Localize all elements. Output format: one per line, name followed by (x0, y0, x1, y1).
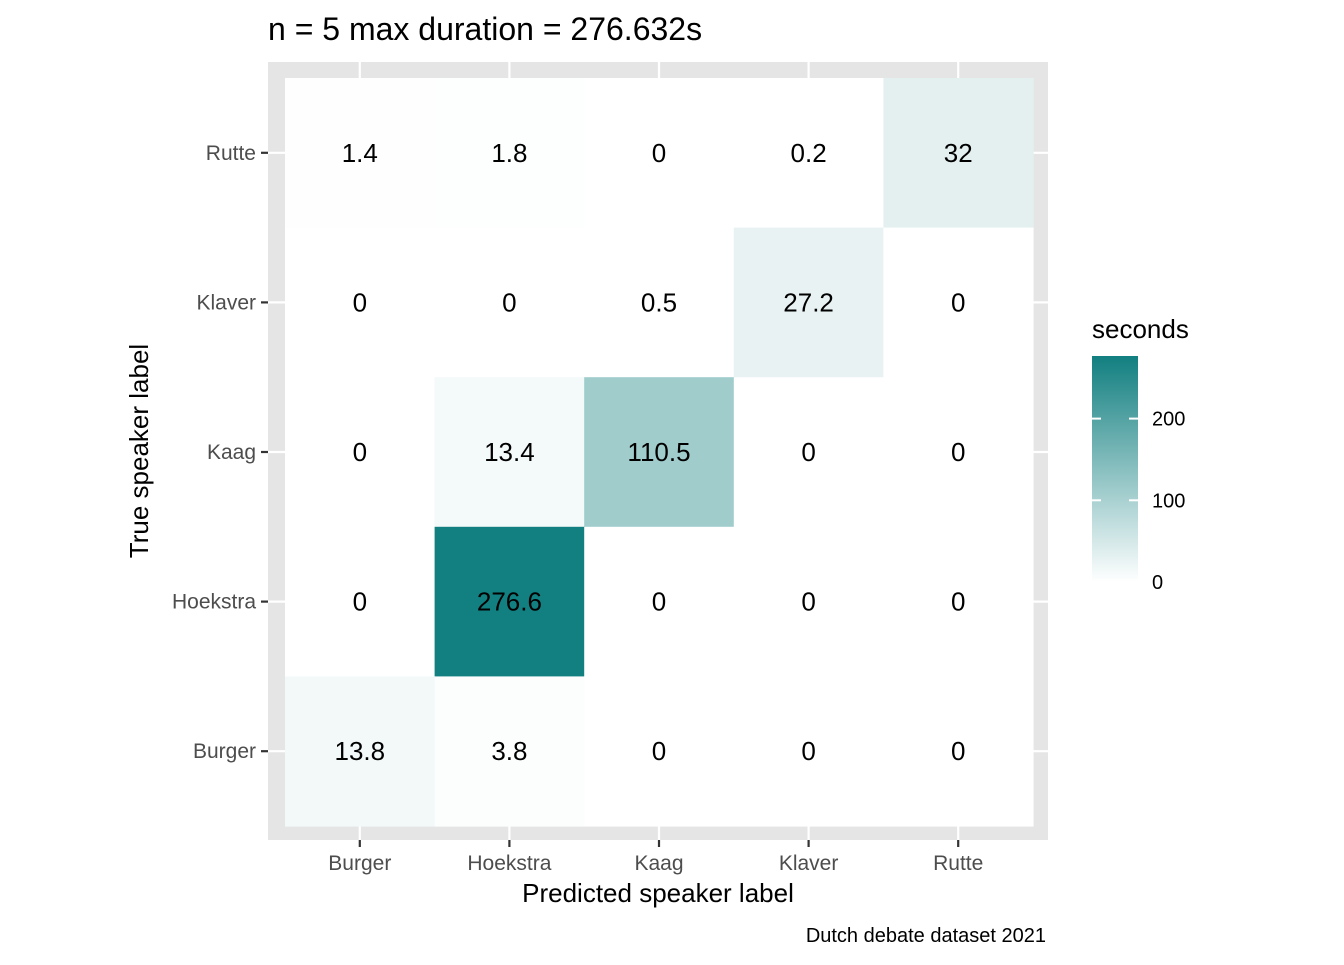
cell-value-label: 1.4 (342, 138, 378, 168)
legend-colorbar (1092, 356, 1138, 582)
heatmap-cell (584, 526, 735, 677)
cell-value-label: 0 (801, 437, 815, 467)
x-axis-title: Predicted speaker label (522, 878, 794, 908)
cell-value-label: 3.8 (491, 736, 527, 766)
chart-caption: Dutch debate dataset 2021 (806, 925, 1046, 947)
heatmap-cell (733, 526, 884, 677)
cell-value-label: 0.5 (641, 287, 677, 317)
cell-value-label: 276.6 (477, 587, 542, 617)
cell-value-label: 0 (801, 587, 815, 617)
heatmap-cell (584, 227, 735, 378)
heatmap-cell (883, 227, 1034, 378)
cell-value-label: 0 (951, 587, 965, 617)
x-tick-label: Burger (328, 852, 391, 875)
cell-value-label: 0.2 (791, 138, 827, 168)
cell-value-label: 13.8 (334, 736, 385, 766)
cell-value-label: 0 (353, 437, 367, 467)
heatmap-cell (285, 227, 436, 378)
legend-tick-label: 200 (1152, 409, 1185, 431)
heatmap-cell (434, 78, 585, 229)
y-tick-label: Hoekstra (172, 591, 256, 614)
legend-tick-label: 0 (1152, 572, 1163, 594)
y-tick-label: Kaag (207, 441, 256, 464)
cell-value-label: 0 (951, 437, 965, 467)
heatmap-cell (883, 78, 1034, 229)
heatmap-cell (883, 676, 1034, 827)
heatmap-cell (285, 676, 436, 827)
x-tick-label: Kaag (634, 852, 683, 875)
heatmap-cell (285, 377, 436, 528)
cell-value-label: 27.2 (783, 287, 834, 317)
heatmap-cell (733, 676, 884, 827)
axes: Burger Hoekstra Kaag Klaver Rutte Burger Hoeks… (172, 142, 983, 875)
heatmap-cell (733, 377, 884, 528)
x-tick-label: Klaver (779, 852, 839, 875)
x-tick-label: Rutte (933, 852, 983, 875)
heatmap-cell (733, 78, 884, 229)
legend-tick-label: 100 (1152, 490, 1185, 512)
heatmap-cell (434, 227, 585, 378)
legend-title: seconds (1092, 314, 1189, 344)
y-tick-label: Klaver (196, 291, 256, 314)
heatmap-cell (285, 78, 436, 229)
cell-labels: 1.4 1.8 0 0.2 32 0 0 0.5 27.2 0 0 13.4 110.5 0 0 0 276.6… (334, 138, 972, 766)
heatmap-cell (733, 227, 884, 378)
y-tick-label: Rutte (206, 142, 256, 165)
cell-value-label: 32 (944, 138, 973, 168)
cell-value-label: 0 (652, 138, 666, 168)
cell-value-label: 0 (502, 287, 516, 317)
heatmap-cell (434, 526, 585, 677)
cell-value-label: 0 (353, 287, 367, 317)
cell-value-label: 0 (652, 736, 666, 766)
heatmap-cell (584, 676, 735, 827)
heatmap-cell (434, 377, 585, 528)
heatmap-cell (285, 526, 436, 677)
y-tick-label: Burger (193, 740, 256, 763)
y-axis-title: True speaker label (124, 344, 154, 558)
heatmap-cell (434, 676, 585, 827)
cell-value-label: 1.8 (491, 138, 527, 168)
cell-value-label: 0 (353, 587, 367, 617)
heatmap-cells (285, 78, 1034, 827)
heatmap-cell (584, 78, 735, 229)
heatmap-cell (584, 377, 735, 528)
x-tick-label: Hoekstra (467, 852, 551, 875)
cell-value-label: 0 (801, 736, 815, 766)
cell-value-label: 110.5 (627, 437, 690, 467)
legend: seconds 0 100 200 (1092, 314, 1189, 594)
heatmap-cell (883, 526, 1034, 677)
heatmap-cell (883, 377, 1034, 528)
cell-value-label: 0 (652, 587, 666, 617)
cell-value-label: 13.4 (484, 437, 535, 467)
chart-title: n = 5 max duration = 276.632s (268, 11, 702, 47)
cell-value-label: 0 (951, 287, 965, 317)
cell-value-label: 0 (951, 736, 965, 766)
